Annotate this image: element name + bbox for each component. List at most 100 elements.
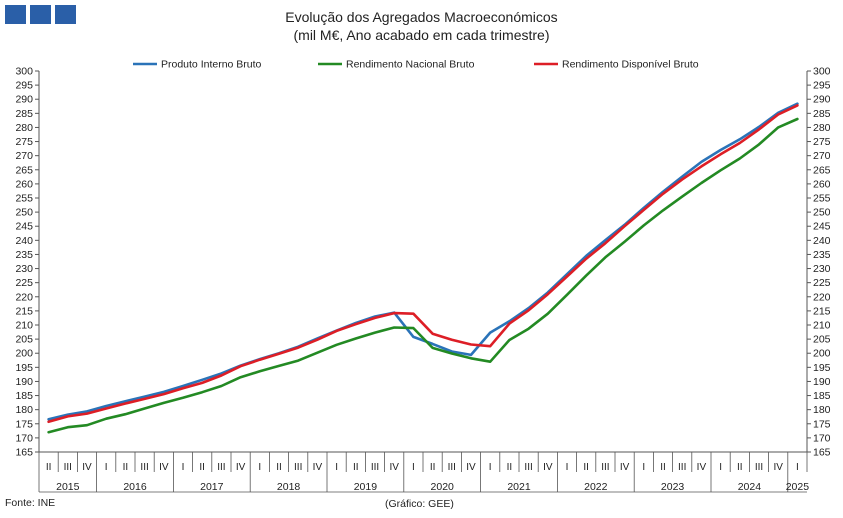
x-quarter-label: I <box>489 462 492 473</box>
x-year-label: 2023 <box>661 481 685 493</box>
y-tick-label-left: 165 <box>15 447 33 459</box>
y-tick-label-right: 200 <box>813 348 831 360</box>
y-tick-label-left: 210 <box>15 320 33 332</box>
x-year-label: 2020 <box>431 481 455 493</box>
y-tick-label-right: 190 <box>813 376 831 388</box>
y-tick-label-left: 230 <box>15 263 33 275</box>
y-tick-label-right: 235 <box>813 249 831 261</box>
y-tick-label-left: 290 <box>15 94 33 106</box>
y-tick-label-right: 205 <box>813 334 831 346</box>
y-tick-label-right: 255 <box>813 193 831 205</box>
y-tick-label-right: 245 <box>813 221 831 233</box>
x-quarter-label: II <box>199 462 205 473</box>
y-tick-label-right: 225 <box>813 277 831 289</box>
x-quarter-label: II <box>123 462 129 473</box>
x-quarter-label: II <box>46 462 52 473</box>
x-quarter-label: I <box>642 462 645 473</box>
y-tick-label-right: 230 <box>813 263 831 275</box>
x-quarter-label: I <box>105 462 108 473</box>
y-tick-label-left: 215 <box>15 305 33 317</box>
y-tick-label-right: 270 <box>813 150 831 162</box>
x-year-label: 2016 <box>123 481 147 493</box>
x-quarter-label: IV <box>697 462 707 473</box>
series-line-3 <box>47 104 799 424</box>
y-tick-label-left: 170 <box>15 432 33 444</box>
y-tick-label-right: 285 <box>813 108 831 120</box>
y-tick-label-left: 175 <box>15 418 33 430</box>
y-tick-label-left: 255 <box>15 193 33 205</box>
x-quarter-label: III <box>678 462 686 473</box>
x-quarter-label: I <box>258 462 261 473</box>
x-quarter-label: III <box>448 462 456 473</box>
legend-label-1: Produto Interno Bruto <box>161 59 262 71</box>
y-tick-label-left: 270 <box>15 150 33 162</box>
x-quarter-label: II <box>353 462 359 473</box>
series-line-1 <box>47 102 799 421</box>
y-tick-label-right: 220 <box>813 291 831 303</box>
x-quarter-label: II <box>507 462 513 473</box>
x-quarter-label: I <box>796 462 799 473</box>
y-tick-label-left: 275 <box>15 136 33 148</box>
y-tick-label-right: 275 <box>813 136 831 148</box>
x-quarter-label: III <box>755 462 763 473</box>
x-quarter-label: II <box>737 462 743 473</box>
x-quarter-label: I <box>412 462 415 473</box>
x-quarter-label: II <box>276 462 282 473</box>
y-tick-label-right: 290 <box>813 94 831 106</box>
y-tick-label-right: 295 <box>813 80 831 92</box>
y-tick-label-right: 170 <box>813 432 831 444</box>
y-tick-label-left: 200 <box>15 348 33 360</box>
x-quarter-label: IV <box>236 462 246 473</box>
x-year-label: 2019 <box>354 481 378 493</box>
series-line-2 <box>47 117 799 434</box>
logo-block-3 <box>55 5 76 24</box>
y-tick-label-right: 215 <box>813 305 831 317</box>
x-quarter-label: III <box>294 462 302 473</box>
x-quarter-label: I <box>335 462 338 473</box>
y-tick-label-left: 205 <box>15 334 33 346</box>
x-quarter-label: IV <box>620 462 630 473</box>
y-tick-label-right: 175 <box>813 418 831 430</box>
x-quarter-label: IV <box>543 462 553 473</box>
x-quarter-label: III <box>371 462 379 473</box>
x-year-label: 2025 <box>786 481 810 493</box>
x-quarter-label: IV <box>389 462 399 473</box>
x-quarter-label: I <box>182 462 185 473</box>
logo-block-1 <box>5 5 26 24</box>
source-label: Fonte: INE <box>5 497 56 509</box>
x-quarter-label: II <box>430 462 436 473</box>
legend-label-3: Rendimento Disponível Bruto <box>562 59 699 71</box>
y-tick-label-left: 220 <box>15 291 33 303</box>
y-tick-label-right: 260 <box>813 178 831 190</box>
legend-label-2: Rendimento Nacional Bruto <box>346 59 475 71</box>
y-tick-label-left: 245 <box>15 221 33 233</box>
x-year-label: 2021 <box>507 481 531 493</box>
y-tick-label-right: 280 <box>813 122 831 134</box>
x-quarter-label: III <box>217 462 225 473</box>
x-quarter-label: III <box>64 462 72 473</box>
logo-block-2 <box>30 5 51 24</box>
y-tick-label-left: 240 <box>15 235 33 247</box>
x-year-label: 2018 <box>277 481 301 493</box>
y-tick-label-left: 225 <box>15 277 33 289</box>
y-tick-label-left: 195 <box>15 362 33 374</box>
y-tick-label-left: 190 <box>15 376 33 388</box>
y-tick-label-left: 295 <box>15 80 33 92</box>
credit-label: (Gráfico: GEE) <box>385 498 454 510</box>
x-quarter-label: IV <box>313 462 323 473</box>
y-tick-label-left: 285 <box>15 108 33 120</box>
y-tick-label-left: 265 <box>15 164 33 176</box>
x-quarter-label: IV <box>82 462 92 473</box>
x-quarter-label: IV <box>159 462 169 473</box>
x-quarter-label: IV <box>773 462 783 473</box>
x-year-label: 2022 <box>584 481 608 493</box>
x-quarter-label: IV <box>466 462 476 473</box>
chart-subtitle: (mil M€, Ano acabado em cada trimestre) <box>293 27 550 43</box>
chart-title: Evolução dos Agregados Macroeconómicos <box>285 9 558 25</box>
y-tick-label-right: 300 <box>813 66 831 78</box>
x-year-label: 2017 <box>200 481 224 493</box>
x-quarter-label: II <box>583 462 589 473</box>
x-quarter-label: III <box>140 462 148 473</box>
x-year-label: 2015 <box>56 481 80 493</box>
